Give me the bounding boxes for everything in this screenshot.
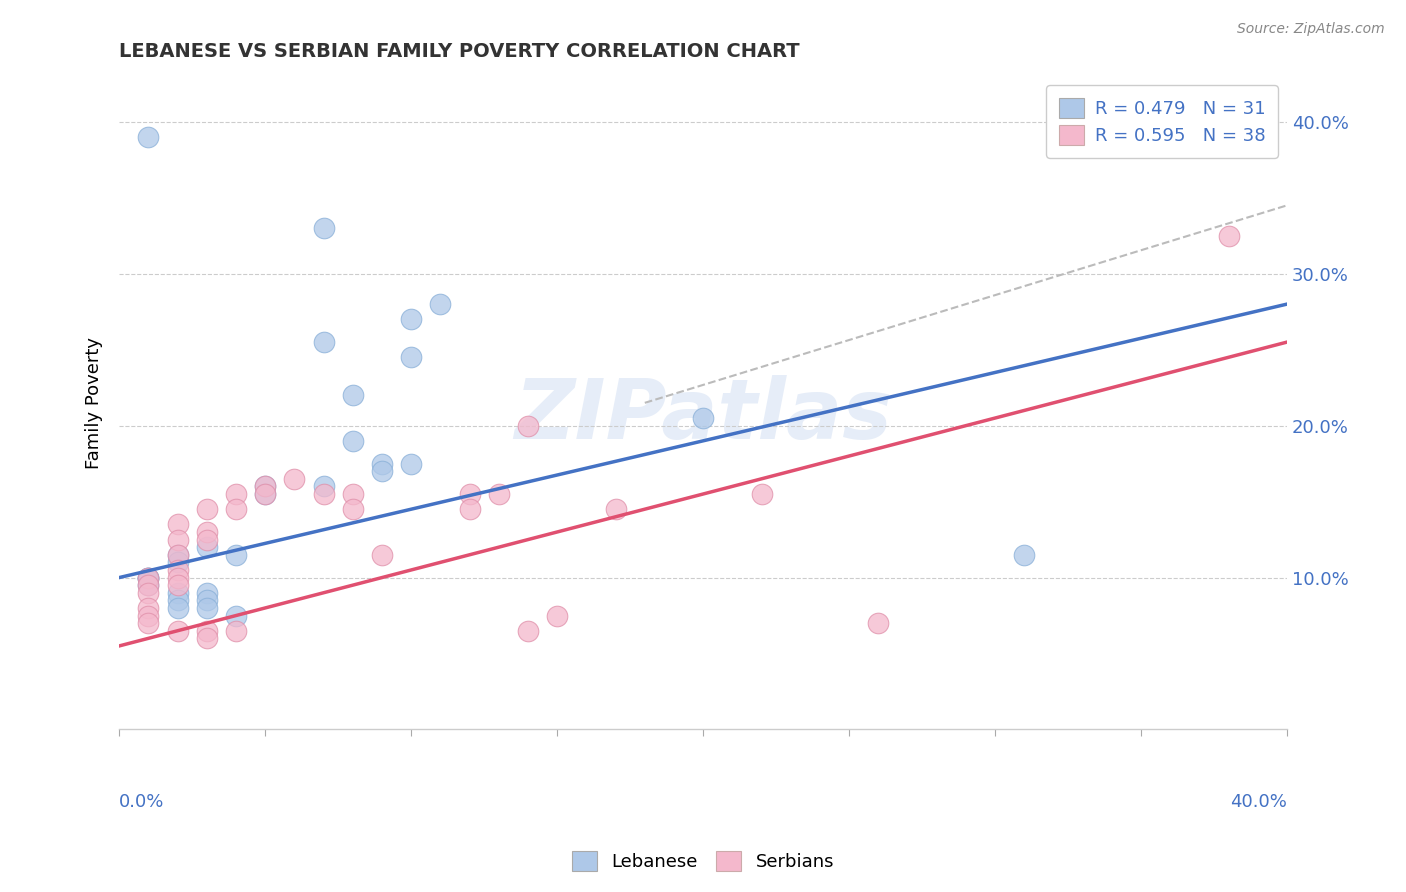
Point (868, 616, 890, 631)
Point (166, 578, 188, 592)
Point (254, 487, 277, 501)
Point (751, 487, 773, 501)
Point (692, 411, 714, 425)
Point (342, 388, 364, 402)
Point (138, 570, 160, 584)
Point (225, 624, 247, 638)
Point (371, 457, 394, 471)
Point (166, 555, 188, 569)
Point (138, 570, 160, 584)
Point (1014, 548, 1036, 562)
Point (399, 351, 422, 365)
Point (312, 487, 335, 501)
Text: Source: ZipAtlas.com: Source: ZipAtlas.com (1237, 22, 1385, 37)
Point (195, 624, 218, 638)
Point (166, 624, 188, 638)
Point (195, 533, 218, 547)
Point (138, 570, 160, 584)
Point (166, 548, 188, 562)
Point (166, 548, 188, 562)
Point (166, 563, 188, 577)
Point (138, 578, 160, 592)
Point (138, 130, 160, 145)
Point (138, 608, 160, 623)
Point (458, 487, 481, 501)
Point (342, 487, 364, 501)
Point (166, 570, 188, 584)
Text: LEBANESE VS SERBIAN FAMILY POVERTY CORRELATION CHART: LEBANESE VS SERBIAN FAMILY POVERTY CORRE… (120, 42, 800, 61)
Point (254, 487, 277, 501)
Point (605, 502, 627, 516)
Point (166, 517, 188, 532)
Point (225, 608, 247, 623)
Point (138, 570, 160, 584)
Point (254, 479, 277, 493)
Point (166, 593, 188, 607)
Point (517, 418, 540, 433)
Point (429, 297, 451, 311)
Point (138, 616, 160, 631)
Point (195, 540, 218, 554)
Point (195, 502, 218, 516)
Point (138, 578, 160, 592)
Legend: Lebanese, Serbians: Lebanese, Serbians (565, 844, 841, 879)
Point (138, 601, 160, 615)
Point (399, 457, 422, 471)
Point (195, 601, 218, 615)
Point (312, 479, 335, 493)
Point (312, 334, 335, 349)
Point (342, 502, 364, 516)
Point (458, 502, 481, 516)
Point (195, 632, 218, 646)
Point (225, 502, 247, 516)
Point (195, 524, 218, 539)
Point (254, 479, 277, 493)
Point (195, 593, 218, 607)
Text: 40.0%: 40.0% (1230, 793, 1286, 812)
Point (371, 548, 394, 562)
Point (488, 487, 510, 501)
Y-axis label: Family Poverty: Family Poverty (86, 337, 103, 469)
Point (371, 464, 394, 478)
Text: 0.0%: 0.0% (120, 793, 165, 812)
Point (1218, 228, 1240, 243)
Point (546, 608, 568, 623)
Point (399, 312, 422, 326)
Point (225, 487, 247, 501)
Point (225, 548, 247, 562)
Text: ZIPatlas: ZIPatlas (515, 376, 893, 457)
Point (517, 624, 540, 638)
Point (342, 434, 364, 448)
Point (166, 601, 188, 615)
Point (195, 586, 218, 600)
Point (312, 221, 335, 235)
Point (166, 586, 188, 600)
Point (166, 533, 188, 547)
Point (138, 586, 160, 600)
Legend: R = 0.479   N = 31, R = 0.595   N = 38: R = 0.479 N = 31, R = 0.595 N = 38 (1046, 86, 1278, 158)
Point (283, 472, 305, 486)
